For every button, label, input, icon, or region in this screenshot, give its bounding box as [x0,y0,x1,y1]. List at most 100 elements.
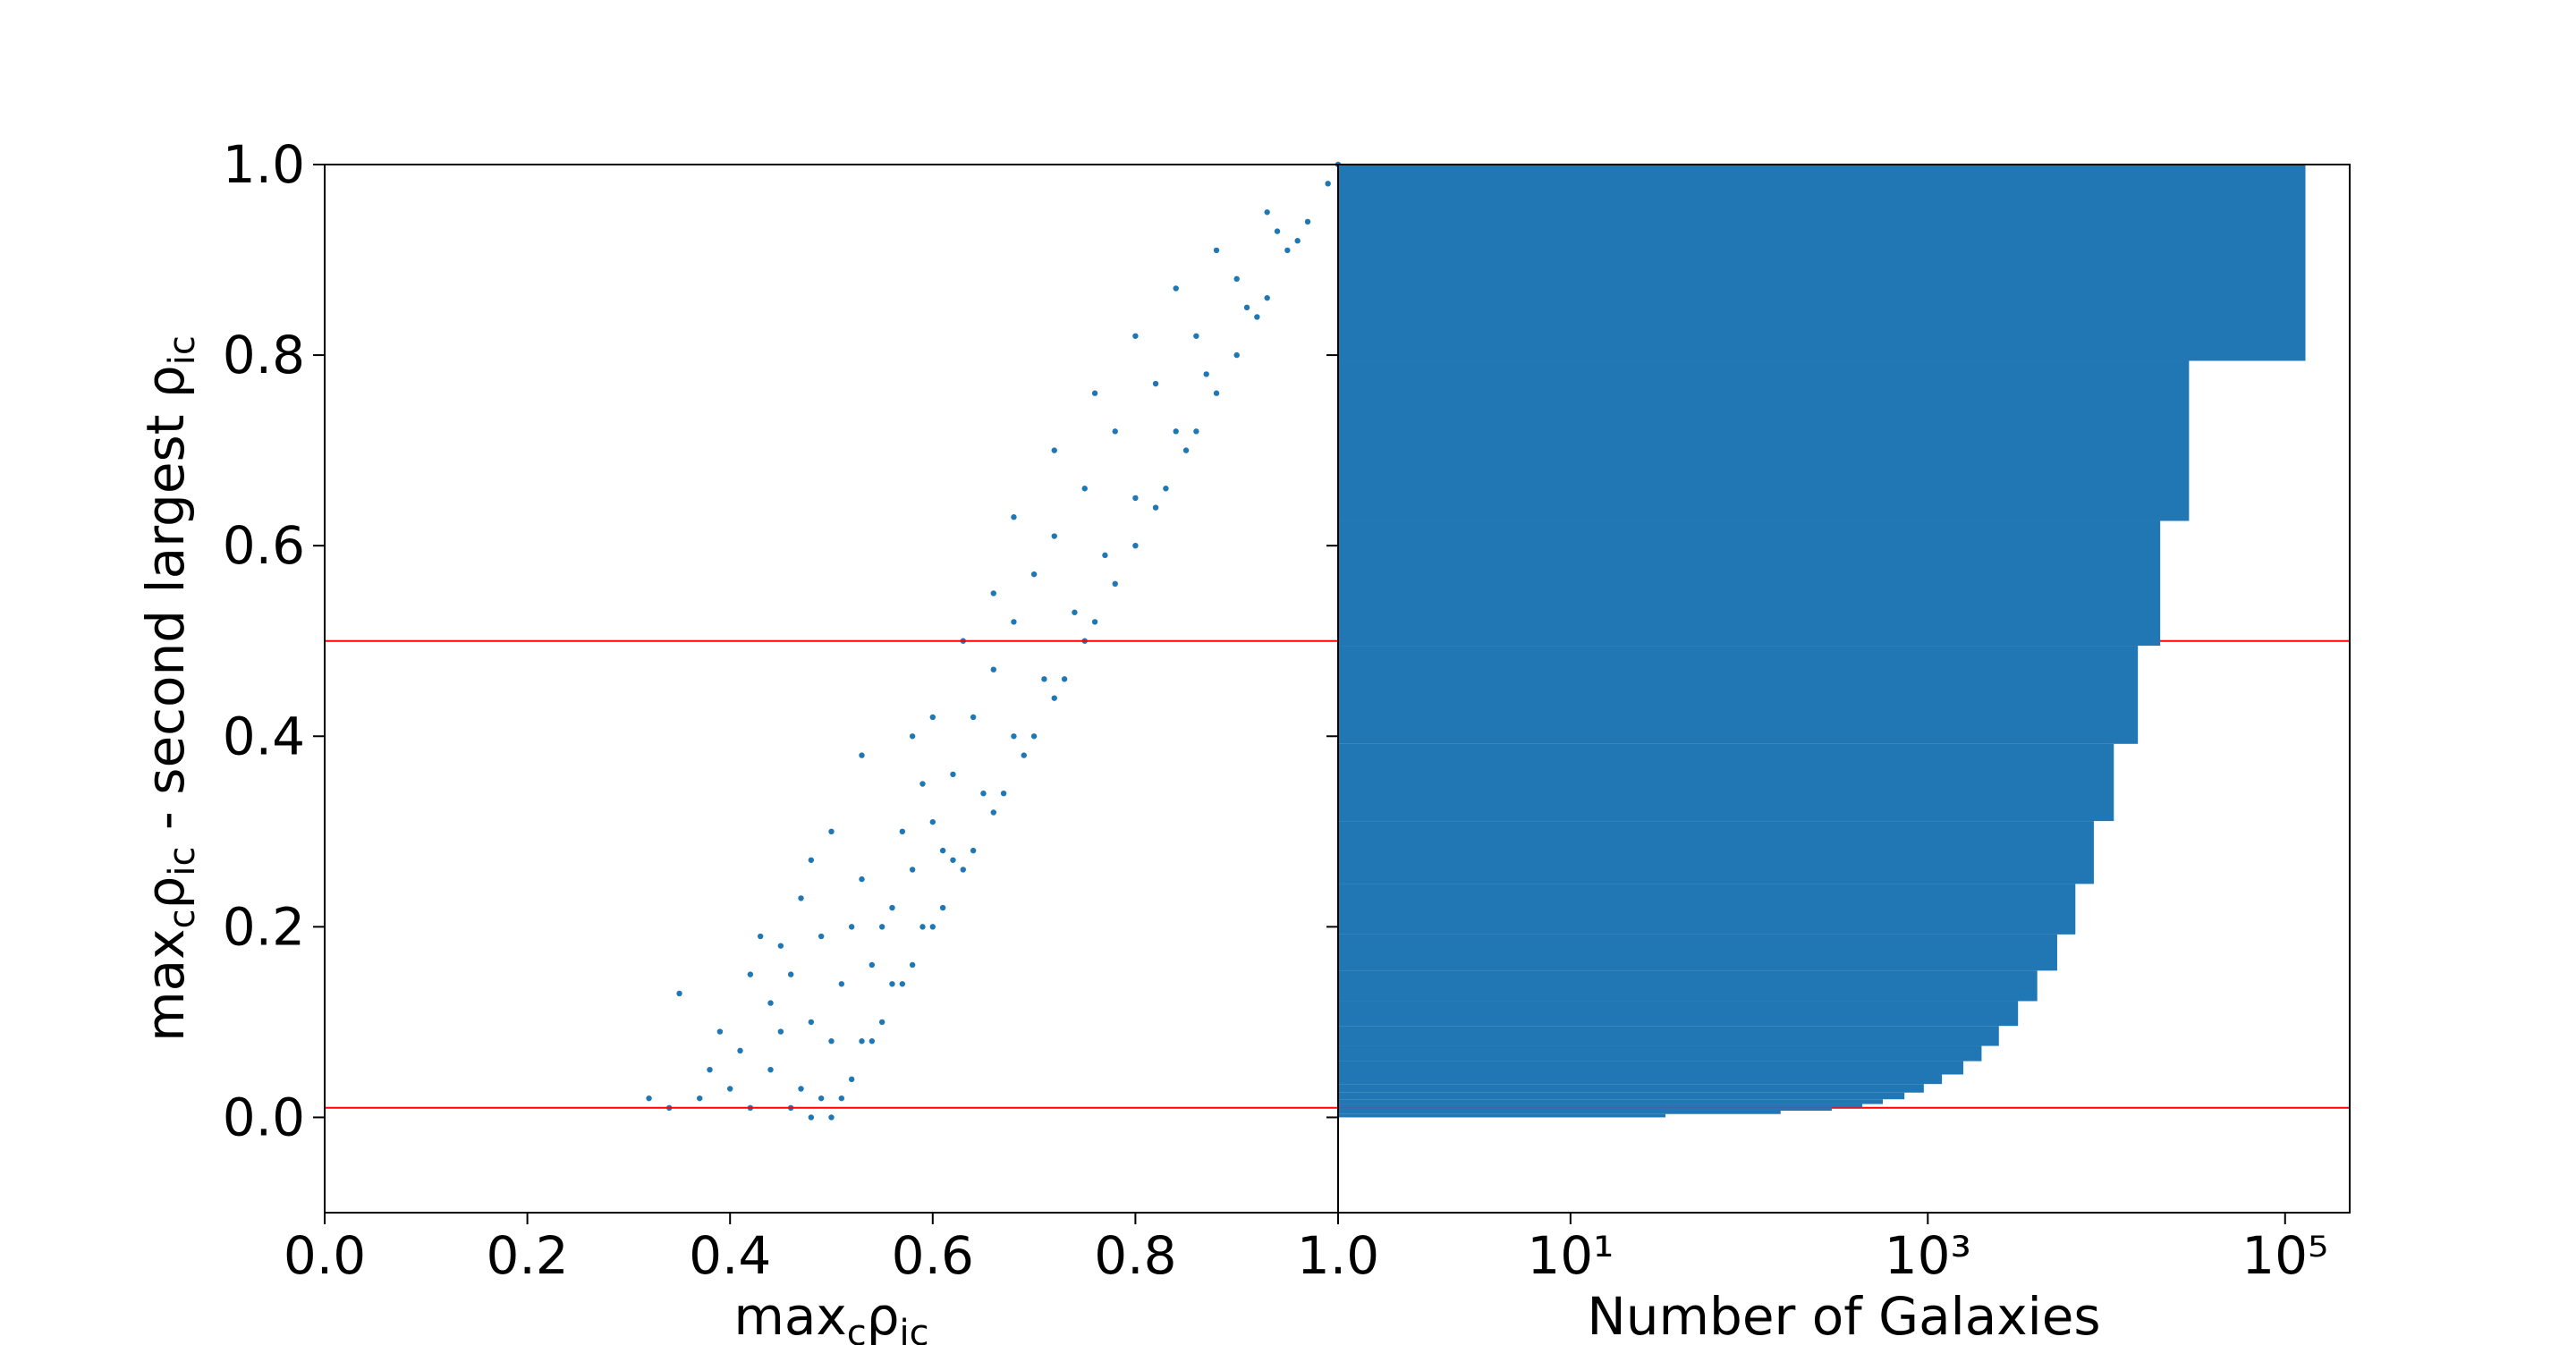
scatter-point [1163,486,1169,492]
histogram-bar [1338,970,2038,1002]
scatter-point [859,752,865,758]
scatter-point [828,1038,835,1045]
scatter-point [1182,447,1190,453]
scatter-point [878,924,886,930]
scatter-point [889,981,895,987]
scatter-point [1011,619,1017,625]
scatter-point [1061,676,1068,682]
scatter-point [1173,428,1179,435]
scatter-point [990,809,996,816]
scatter-point [889,904,895,911]
scatter-point [1132,542,1139,549]
histogram-bar [1338,360,2190,521]
y-tick-label: 0.6 [223,515,305,576]
x-tick-label: 10⁵ [2241,1225,2328,1286]
scatter-point [798,895,804,901]
histogram-bar [1338,1104,1863,1108]
scatter-point [960,867,966,873]
y-tick-label: 1.0 [223,134,305,195]
histogram-bar [1338,1001,2019,1027]
scatter-point [878,1019,886,1026]
label-part: ic [162,335,203,365]
histogram-bar [1338,1061,1963,1075]
scatter-point [1132,333,1139,339]
scatter-point [1011,514,1017,520]
scatter-point [676,990,682,997]
scatter-point [737,1047,743,1054]
scatter-point [1011,733,1017,740]
histogram-bar [1338,884,2076,935]
scatter-point [838,1095,845,1102]
scatter-point [707,1066,713,1073]
scatter-point [1091,390,1098,396]
scatter-point [818,1095,825,1102]
scatter-point [848,924,855,930]
scatter-point [1264,209,1270,216]
scatter-point [1264,294,1270,301]
scatter-point [1233,351,1240,359]
scatter-point [777,943,784,949]
histogram-bar [1338,1107,1832,1111]
x-axis-label: Number of Galaxies [1587,1286,2100,1345]
scatter-point [970,847,977,854]
histogram-bar [1338,1045,1982,1062]
scatter-point [1072,609,1078,615]
histogram-bar [1338,520,2161,647]
histogram-bar [1338,1113,1665,1118]
label-part: c [847,1313,867,1345]
axes-frame [324,164,1339,1214]
scatter-point [1233,275,1240,283]
x-tick-label: 0.8 [1094,1225,1176,1286]
scatter-point [1051,447,1057,453]
x-tick-label: 1.0 [1297,1225,1379,1286]
y-tick-label: 0.2 [223,896,305,957]
scatter-point [1081,486,1088,492]
x-tick-label: 0.4 [689,1225,771,1286]
label-part: max [135,928,196,1041]
x-tick-label: 10³ [1885,1225,1971,1286]
scatter-point [899,981,906,987]
scatter-point [808,1114,815,1121]
histogram-bar [1338,1110,1781,1114]
x-tick-label: 0.2 [486,1225,568,1286]
x-tick-label: 0.6 [892,1225,974,1286]
y-tick-label: 0.4 [223,706,305,766]
scatter-point [646,1095,652,1102]
histogram-bar [1338,743,2114,822]
scatter-point [859,876,865,883]
scatter-point [859,1038,865,1045]
scatter-point [939,904,946,911]
scatter-point [909,961,916,969]
label-part: - second largest [135,398,196,846]
label-part: ρ [135,876,196,909]
scatter-point [787,971,794,977]
scatter-point [828,828,835,835]
label-part: max [733,1286,846,1345]
scatter-point [1254,314,1260,320]
scatter-point [929,818,936,825]
scatter-point [838,981,845,987]
label-part: ρ [135,365,196,398]
scatter-point [929,714,936,721]
scatter-point [727,1086,733,1092]
y-tick-label: 0.0 [223,1087,305,1147]
histogram-bar [1338,1092,1905,1100]
histogram-bar [1338,934,2057,971]
y-tick-label: 0.8 [223,325,305,385]
scatter-point [1051,695,1057,701]
scatter-point [767,1000,774,1006]
scatter-point [1294,238,1301,244]
scatter-point [1021,752,1027,758]
scatter-point [1213,390,1220,396]
scatter-point [950,771,956,778]
scatter-point [716,1028,724,1035]
scatter-point [869,1038,876,1045]
scatter-point [1213,247,1220,254]
scatter-point [1112,428,1118,435]
label-part: ic [162,847,203,876]
scatter-point [808,1019,815,1026]
scatter-point [697,1095,703,1102]
scatter-point [1243,304,1250,311]
scatter-point [818,933,825,940]
scatter-point [1102,552,1108,559]
